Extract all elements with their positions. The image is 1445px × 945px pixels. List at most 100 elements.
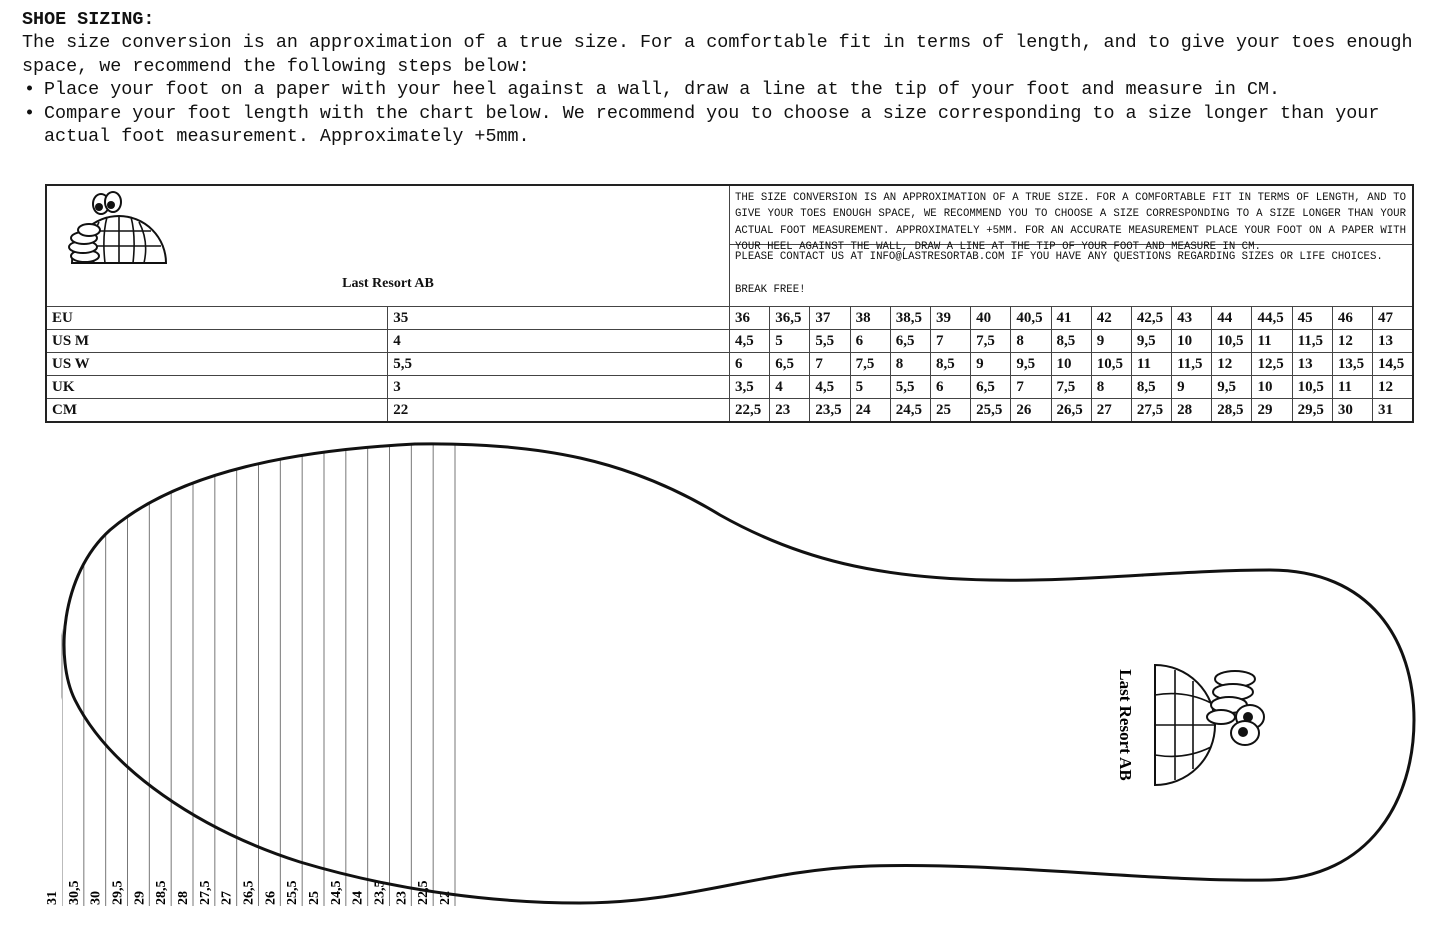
size-cell: 7 bbox=[1010, 375, 1052, 399]
cm-mark-label: 28 bbox=[176, 891, 191, 905]
sole-logo-icon: Last Resort AB bbox=[1116, 663, 1265, 787]
size-cell: 4,5 bbox=[728, 329, 771, 353]
size-cell: 11 bbox=[1331, 375, 1374, 399]
cm-mark-label: 27,5 bbox=[198, 881, 213, 906]
intro-title: SHOE SIZING: bbox=[22, 9, 155, 30]
size-cell: 3 bbox=[387, 375, 730, 399]
cm-mark-label: 26,5 bbox=[242, 881, 257, 906]
size-cell: 13 bbox=[1291, 352, 1333, 376]
size-cell: 10 bbox=[1171, 329, 1213, 353]
size-cell: 5 bbox=[849, 375, 891, 399]
intro-paragraph: The size conversion is an approximation … bbox=[22, 32, 1413, 77]
size-cell: 42 bbox=[1090, 306, 1132, 330]
size-cell: 44 bbox=[1211, 306, 1253, 330]
size-cell: 6 bbox=[929, 375, 972, 399]
cm-mark-label: 29,5 bbox=[111, 881, 126, 906]
cm-mark-label: 30 bbox=[89, 891, 104, 905]
cm-mark-label: 27 bbox=[220, 891, 235, 905]
size-cell: 10,5 bbox=[1291, 375, 1333, 399]
size-chart-table: Last Resort AB THE SIZE CONVERSION IS AN… bbox=[45, 184, 1414, 423]
cm-mark-label: 24 bbox=[351, 891, 366, 905]
size-cell: 6,5 bbox=[889, 329, 931, 353]
size-cell: 28 bbox=[1171, 398, 1213, 423]
shoe-sizing-intro: SHOE SIZING: The size conversion is an a… bbox=[22, 8, 1432, 148]
size-cell: 36,5 bbox=[769, 306, 811, 330]
size-cell: 9,5 bbox=[1010, 352, 1052, 376]
size-cell: 29 bbox=[1251, 398, 1293, 423]
size-row-cm: CM 22 22,5 23 23,5 24 24,5 25 25,5 26 26,5 27 27,5 28… bbox=[45, 398, 1414, 423]
cm-mark-label: 28,5 bbox=[154, 881, 169, 906]
size-cell: 25,5 bbox=[970, 398, 1012, 423]
size-cell: 45 bbox=[1291, 306, 1333, 330]
size-cell: 44,5 bbox=[1251, 306, 1293, 330]
size-cell: 12,5 bbox=[1251, 352, 1293, 376]
size-cell: 10,5 bbox=[1090, 352, 1132, 376]
size-cell: 5,5 bbox=[889, 375, 931, 399]
size-cell: 6,5 bbox=[970, 375, 1012, 399]
size-cell: 27,5 bbox=[1130, 398, 1173, 423]
cm-mark-label: 23 bbox=[394, 891, 409, 905]
size-cell: 30 bbox=[1331, 398, 1374, 423]
row-label: CM bbox=[45, 398, 389, 423]
size-cell: 9 bbox=[1090, 329, 1132, 353]
size-cell: 8 bbox=[1010, 329, 1052, 353]
size-cell: 12 bbox=[1331, 329, 1374, 353]
size-cell: 29,5 bbox=[1291, 398, 1333, 423]
brand-name: Last Resort AB bbox=[342, 276, 434, 291]
size-cell: 9,5 bbox=[1130, 329, 1173, 353]
size-row-uk: UK 3 3,5 4 4,5 5 5,5 6 6,5 7 7,5 8 8,5 9 9,5 10 10,5 11 12 bbox=[45, 375, 1414, 399]
brand-logo-icon bbox=[68, 191, 168, 264]
cm-mark-label: 23,5 bbox=[373, 881, 388, 906]
size-cell: 42,5 bbox=[1130, 306, 1173, 330]
cm-mark-label: 22,5 bbox=[416, 881, 431, 906]
size-cell: 5,5 bbox=[387, 352, 730, 376]
contact-text: PLEASE CONTACT US AT INFO@LASTRESORTAB.C… bbox=[735, 251, 1383, 263]
cm-mark-label: 24,5 bbox=[329, 881, 344, 906]
size-note: THE SIZE CONVERSION IS AN APPROXIMATION … bbox=[730, 186, 1412, 253]
cm-mark-label: 25 bbox=[307, 891, 322, 905]
size-cell: 12 bbox=[1372, 375, 1414, 399]
slogan: BREAK FREE! bbox=[735, 284, 806, 297]
cm-mark-label: 26 bbox=[263, 891, 278, 905]
size-cell: 22,5 bbox=[728, 398, 771, 423]
size-cell: 7 bbox=[929, 329, 972, 353]
size-cell: 3,5 bbox=[728, 375, 771, 399]
size-cell: 13,5 bbox=[1331, 352, 1374, 376]
size-cell: 24 bbox=[849, 398, 891, 423]
steps-list: Place your foot on a paper with your hee… bbox=[22, 78, 1432, 148]
size-cell: 38 bbox=[849, 306, 891, 330]
size-cell: 28,5 bbox=[1211, 398, 1253, 423]
sole-outline bbox=[62, 442, 1416, 905]
size-cell: 8,5 bbox=[1130, 375, 1173, 399]
size-cell: 4 bbox=[769, 375, 811, 399]
cm-mark-label: 29 bbox=[132, 891, 147, 905]
cm-mark-label: 30,5 bbox=[67, 881, 82, 906]
cm-mark-label: 31 bbox=[45, 891, 60, 905]
size-cell: 25 bbox=[929, 398, 972, 423]
size-cell: 39 bbox=[929, 306, 972, 330]
size-cell: 31 bbox=[1372, 398, 1414, 423]
step-item: Place your foot on a paper with your hee… bbox=[24, 78, 1432, 102]
size-cell: 4,5 bbox=[809, 375, 851, 399]
sole-brand-name: Last Resort AB bbox=[1116, 669, 1135, 780]
size-cell: 27 bbox=[1090, 398, 1132, 423]
size-cell: 14,5 bbox=[1372, 352, 1414, 376]
size-cell: 9 bbox=[970, 352, 1012, 376]
size-cell: 7,5 bbox=[1050, 375, 1092, 399]
size-cell: 23,5 bbox=[809, 398, 851, 423]
size-cell: 10 bbox=[1050, 352, 1092, 376]
size-cell: 24,5 bbox=[889, 398, 931, 423]
size-cell: 6,5 bbox=[769, 352, 811, 376]
size-cell: 22 bbox=[387, 398, 730, 423]
size-cell: 23 bbox=[769, 398, 811, 423]
row-label: UK bbox=[45, 375, 389, 399]
header-row: Last Resort AB THE SIZE CONVERSION IS AN… bbox=[45, 184, 1414, 307]
step-item: Compare your foot length with the chart … bbox=[24, 102, 1432, 149]
size-cell: 10 bbox=[1251, 375, 1293, 399]
size-row-us-m: US M 4 4,5 5 5,5 6 6,5 7 7,5 8 8,5 9 9,5 10 10,5 11 11,5… bbox=[45, 329, 1414, 353]
info-cell: THE SIZE CONVERSION IS AN APPROXIMATION … bbox=[729, 184, 1414, 307]
size-cell: 40,5 bbox=[1010, 306, 1052, 330]
size-cell: 13 bbox=[1372, 329, 1414, 353]
cm-mark-label: 25,5 bbox=[285, 881, 300, 906]
